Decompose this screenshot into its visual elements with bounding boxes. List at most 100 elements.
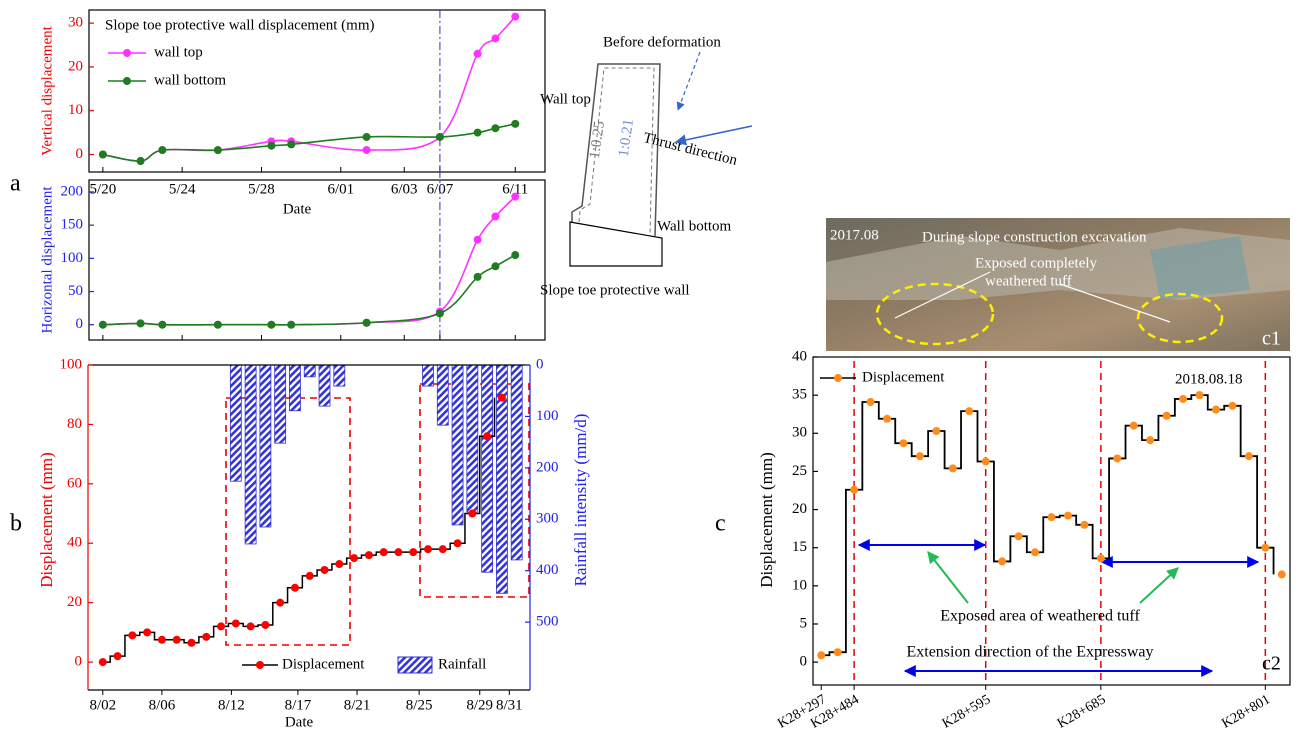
rain-bar [229,364,242,482]
data-point [202,632,211,641]
x-tick-label: K28+685 [1055,692,1108,731]
data-point [899,439,908,448]
rain-bar [436,364,449,426]
data-point [287,140,296,149]
data-point [1179,394,1188,403]
data-point [1162,411,1171,420]
data-point [98,320,107,329]
photo-slope [1150,236,1250,300]
data-point [1195,391,1204,400]
data-point [335,560,344,569]
data-point [1047,513,1056,522]
rain-bar [466,364,479,513]
data-point [98,150,107,159]
rain-bar [289,364,301,412]
data-point [511,192,520,201]
y-tick-label: 400 [536,562,559,578]
photo-label: 2017.08 [830,227,879,243]
data-point [1277,570,1286,579]
plot-frame [812,356,1291,686]
annotation: 2018.08.18 [1175,371,1243,387]
y-tick-label: 200 [61,183,84,199]
wall-footing [569,221,663,267]
data-point [128,631,137,640]
rain-bar [274,364,287,444]
y-tick-label: 20 [68,58,83,74]
data-point [1096,554,1105,563]
x-tick-label: K28+595 [940,692,993,731]
y-tick-label: 150 [61,217,84,233]
panel-label: b [10,511,22,537]
data-point [932,426,941,435]
step-line [102,397,496,663]
y-tick-label: 15 [792,539,807,555]
x-tick-label: 5/24 [169,181,196,197]
photo-pointer [894,271,991,319]
data-point [362,132,371,141]
chart-title: Slope toe protective wall displacement (… [105,17,375,33]
y-tick-label: 300 [536,511,559,527]
x-axis-label: Date [283,201,312,217]
data-point [1261,543,1270,552]
photo-label: Exposed completely [975,255,1098,271]
data-point [833,648,842,657]
pointer-arrow [927,551,969,604]
plot-frame [88,9,546,173]
x-tick-label: 8/02 [89,697,116,713]
data-point [483,432,492,441]
data-point [511,251,520,260]
data-point [213,320,222,329]
data-point [473,128,482,137]
y-tick-label: 60 [67,475,82,491]
y-tick-label: 100 [60,356,83,372]
photo-label: weathered tuff [985,273,1072,289]
data-point [883,414,892,423]
data-point [305,571,314,580]
x-tick-label: 6/03 [391,181,418,197]
data-point [473,49,482,58]
data-point [948,464,957,473]
data-point [866,398,875,407]
data-point [435,309,444,318]
annotation: Exposed area of weathered tuff [940,608,1140,625]
y-tick-label: 10 [68,102,83,118]
data-point [394,548,403,557]
data-point [511,119,520,128]
y-tick-label: 35 [792,387,807,403]
data-point [491,262,500,271]
diagram-label: 1:0.25 [587,120,608,160]
data-point [157,635,166,644]
y-tick-label: 20 [792,501,807,517]
data-point [143,628,152,637]
rain-bar [481,364,494,573]
diagram-caption: Slope toe protective wall [540,282,690,298]
y-axis-label: Horizontal displacement [39,186,55,334]
rain-bar [510,364,523,561]
data-point [915,452,924,461]
y-tick-label: 50 [68,283,83,299]
legend-label: wall top [154,44,203,60]
data-point [1063,511,1072,520]
x-tick-label: 6/11 [502,181,528,197]
data-point [1113,454,1122,463]
y-tick-label: 200 [536,459,559,475]
rain-bar [259,364,272,528]
photo: 2017.08 During slope construction excava… [826,218,1290,351]
y-tick-label: 80 [67,416,82,432]
highlight-box [225,397,351,646]
data-point [172,635,181,644]
panel-label: a [10,171,21,197]
data-point [113,652,122,661]
deformation-arrow [676,51,701,111]
data-point [364,551,373,560]
legend-swatch [397,656,433,674]
y-tick-label: 30 [792,425,807,441]
data-point [350,554,359,563]
data-point [435,132,444,141]
data-point [491,212,500,221]
series-line [102,123,516,162]
data-point [267,320,276,329]
data-point [473,272,482,281]
data-point [158,320,167,329]
data-point [231,619,240,628]
